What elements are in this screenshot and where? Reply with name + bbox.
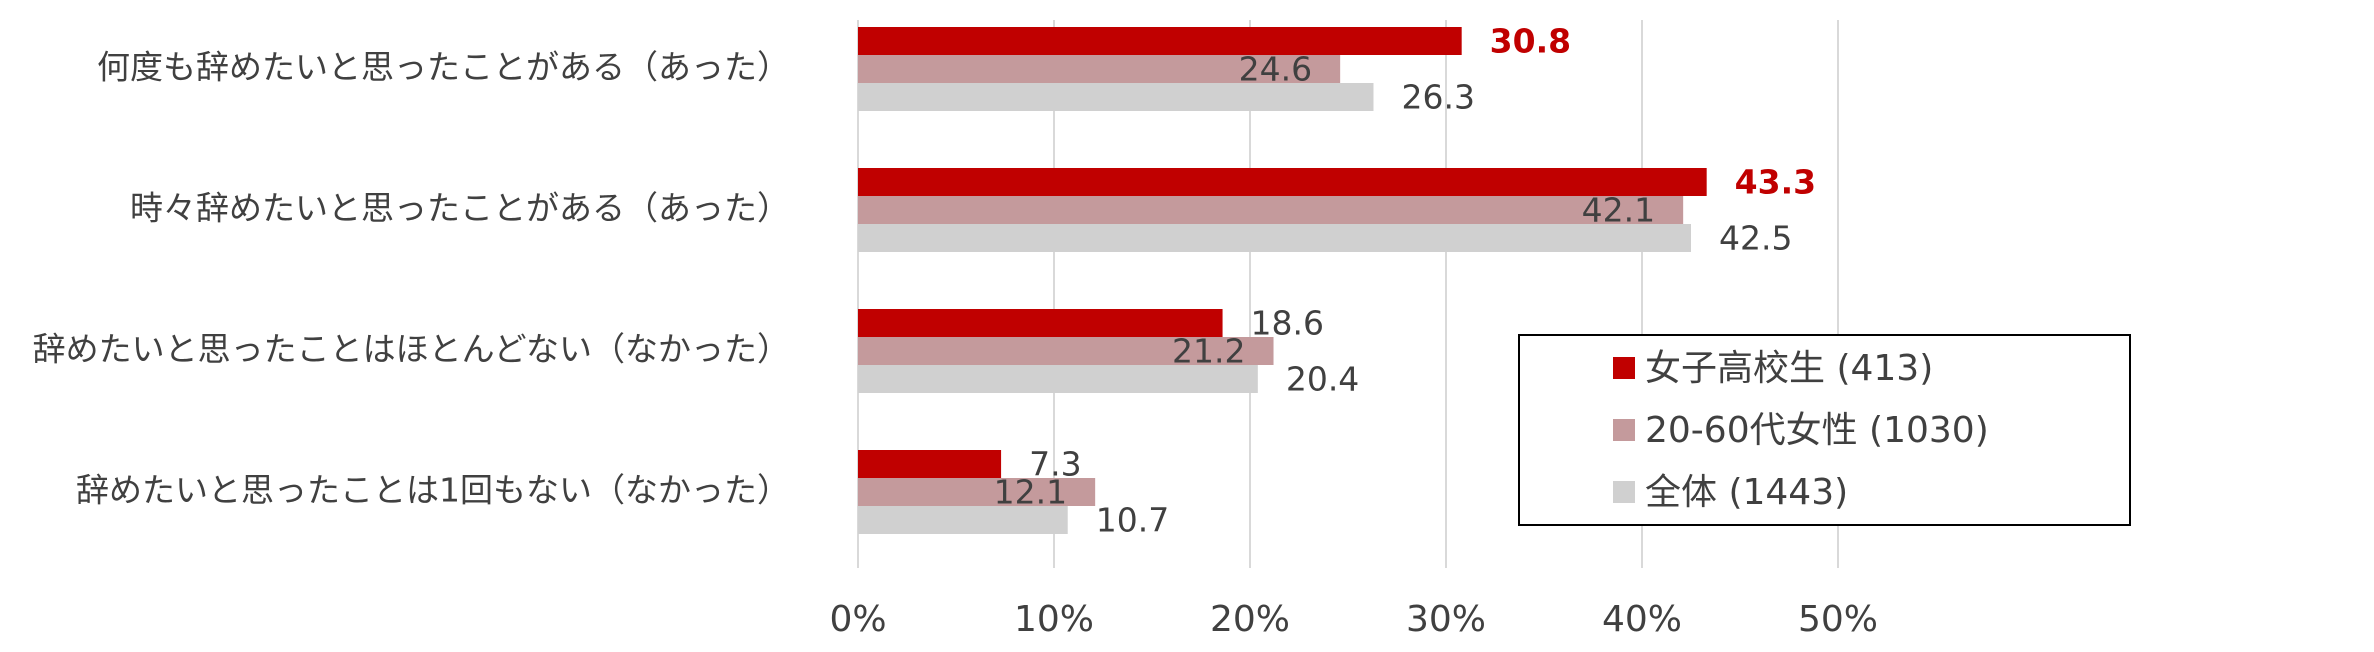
value-label: 26.3	[1401, 78, 1474, 117]
legend: 女子高校生 (413) 20-60代女性 (1030) 全体 (1443)	[1518, 334, 2131, 526]
bar	[858, 196, 1684, 224]
x-tick-label: 0%	[829, 599, 886, 640]
x-tick-label: 10%	[1014, 599, 1094, 640]
legend-swatch	[1613, 481, 1635, 503]
value-label: 10.7	[1096, 501, 1169, 540]
value-label: 20.4	[1286, 360, 1359, 399]
bar	[858, 55, 1341, 83]
value-label: 7.3	[1029, 445, 1081, 484]
bar	[858, 478, 1096, 506]
legend-label: 女子高校生 (413)	[1645, 348, 1933, 389]
category-label: 時々辞めたいと思ったことがある（あった）	[130, 189, 790, 228]
category-label: 辞めたいと思ったことはほとんどない（なかった）	[33, 330, 790, 369]
bar	[858, 224, 1691, 252]
x-tick-label: 50%	[1798, 599, 1878, 640]
value-label: 42.5	[1719, 219, 1792, 258]
category-label: 辞めたいと思ったことは1回もない（なかった）	[76, 471, 790, 510]
value-label: 21.2	[1172, 332, 1245, 371]
legend-swatch	[1613, 357, 1635, 379]
bar	[858, 27, 1462, 55]
x-tick-label: 20%	[1210, 599, 1290, 640]
category-label: 何度も辞めたいと思ったことがある（あった）	[97, 48, 790, 87]
value-label: 43.3	[1735, 163, 1816, 202]
bar	[858, 309, 1223, 337]
x-tick-label: 40%	[1602, 599, 1682, 640]
value-label: 42.1	[1582, 191, 1655, 230]
value-label: 30.8	[1490, 22, 1571, 61]
bar	[858, 506, 1068, 534]
legend-label: 全体 (1443)	[1645, 472, 1848, 513]
bar	[858, 365, 1258, 393]
bar	[858, 450, 1002, 478]
legend-swatch	[1613, 419, 1635, 441]
bar	[858, 337, 1274, 365]
value-label: 24.6	[1239, 50, 1312, 89]
value-label: 12.1	[994, 473, 1067, 512]
x-tick-label: 30%	[1406, 599, 1486, 640]
bar	[858, 83, 1374, 111]
legend-label: 20-60代女性 (1030)	[1645, 410, 1989, 451]
value-label: 18.6	[1251, 304, 1324, 343]
bar	[858, 168, 1707, 196]
